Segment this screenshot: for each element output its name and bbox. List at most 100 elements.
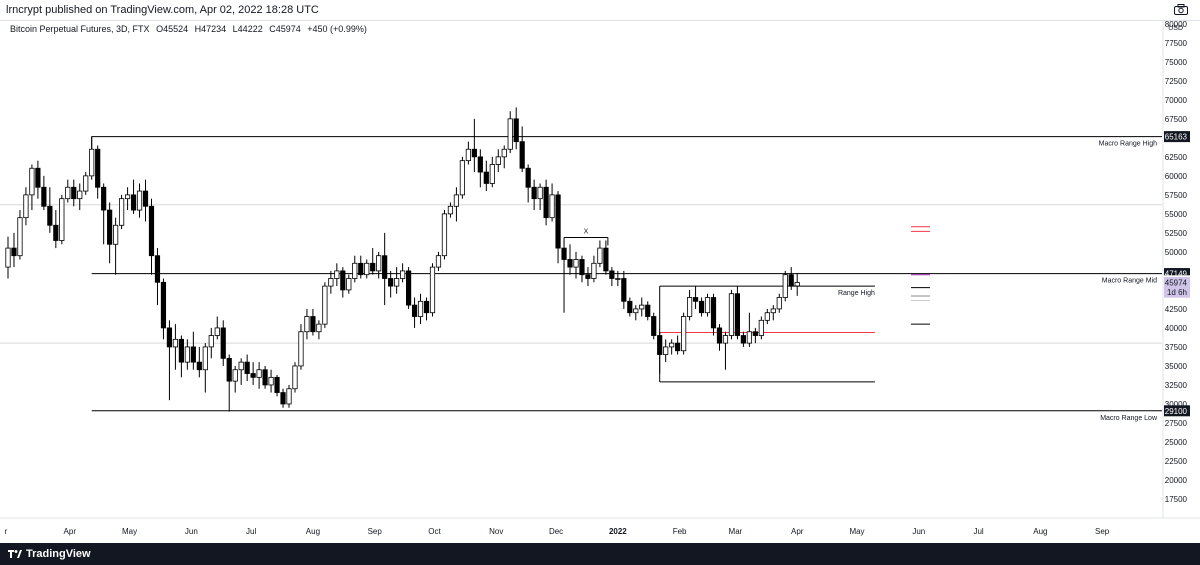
candle-body[interactable] — [573, 259, 579, 268]
candle-body[interactable] — [65, 186, 71, 200]
candle-body[interactable] — [148, 205, 155, 257]
candle-body[interactable] — [728, 293, 735, 336]
candle-body[interactable] — [788, 274, 794, 287]
candle-body[interactable] — [423, 300, 430, 314]
candle-body[interactable] — [770, 308, 776, 314]
candle-body[interactable] — [400, 270, 406, 279]
candle-body[interactable] — [113, 224, 119, 245]
candle-body[interactable] — [5, 247, 11, 268]
candle-body[interactable] — [59, 198, 65, 241]
candle-body[interactable] — [232, 369, 238, 382]
candle-body[interactable] — [95, 148, 101, 188]
candle-body[interactable] — [776, 297, 782, 310]
candle-body[interactable] — [752, 331, 758, 336]
candle-body[interactable] — [621, 278, 627, 302]
candle-body[interactable] — [382, 255, 388, 279]
candle-body[interactable] — [370, 262, 376, 272]
candle-body[interactable] — [543, 186, 549, 219]
candle-body[interactable] — [226, 357, 232, 382]
candle-body[interactable] — [220, 327, 226, 359]
candle-body[interactable] — [83, 175, 89, 192]
candle-body[interactable] — [202, 346, 208, 371]
candle-body[interactable] — [417, 300, 424, 317]
candle-body[interactable] — [495, 156, 501, 165]
candle-body[interactable] — [740, 335, 747, 344]
candle-body[interactable] — [675, 342, 681, 352]
candle-body[interactable] — [394, 278, 400, 287]
candle-body[interactable] — [262, 369, 268, 386]
candle-body[interactable] — [376, 255, 382, 272]
candle-body[interactable] — [710, 297, 717, 329]
candle-body[interactable] — [41, 186, 47, 207]
candle-body[interactable] — [555, 194, 561, 249]
candle-body[interactable] — [477, 156, 483, 173]
candle-body[interactable] — [142, 190, 149, 207]
candle-body[interactable] — [154, 255, 161, 283]
candle-body[interactable] — [238, 361, 244, 371]
candle-body[interactable] — [651, 316, 657, 336]
candle-body[interactable] — [184, 346, 190, 363]
candle-body[interactable] — [615, 278, 621, 280]
candle-body[interactable] — [459, 160, 465, 196]
candle-body[interactable] — [11, 247, 17, 257]
candle-body[interactable] — [196, 361, 202, 371]
candle-body[interactable] — [698, 300, 705, 314]
candle-body[interactable] — [340, 270, 346, 291]
candle-body[interactable] — [597, 247, 603, 264]
candle-body[interactable] — [603, 247, 609, 272]
candle-body[interactable] — [411, 304, 418, 317]
candle-body[interactable] — [172, 338, 179, 348]
candle-body[interactable] — [483, 171, 489, 184]
candle-body[interactable] — [681, 316, 687, 352]
candle-body[interactable] — [441, 213, 448, 257]
candle-body[interactable] — [657, 335, 663, 355]
candle-body[interactable] — [244, 361, 250, 374]
candle-body[interactable] — [471, 148, 477, 158]
candle-body[interactable] — [166, 327, 173, 348]
candle-body[interactable] — [316, 323, 322, 333]
candle-body[interactable] — [160, 281, 167, 329]
candle-body[interactable] — [663, 346, 669, 355]
candle-body[interactable] — [531, 186, 537, 200]
candle-body[interactable] — [704, 297, 711, 314]
candle-body[interactable] — [447, 205, 454, 215]
candle-body[interactable] — [17, 217, 23, 257]
candle-body[interactable] — [591, 262, 597, 279]
candle-body[interactable] — [782, 274, 788, 298]
candle-body[interactable] — [746, 331, 752, 344]
candle-body[interactable] — [567, 259, 573, 268]
candle-body[interactable] — [29, 167, 35, 196]
camera-icon[interactable] — [1174, 4, 1188, 15]
candle-body[interactable] — [429, 266, 436, 314]
candle-body[interactable] — [322, 285, 328, 325]
candle-body[interactable] — [214, 327, 220, 336]
candle-body[interactable] — [716, 327, 723, 344]
candle-body[interactable] — [489, 164, 495, 184]
candle-body[interactable] — [669, 342, 675, 348]
candle-body[interactable] — [513, 118, 519, 143]
candle-body[interactable] — [561, 247, 567, 260]
candle-body[interactable] — [585, 274, 591, 279]
candle-body[interactable] — [639, 304, 645, 310]
candle-body[interactable] — [465, 148, 471, 162]
candle-body[interactable] — [405, 270, 412, 306]
candle-body[interactable] — [627, 300, 633, 314]
candle-body[interactable] — [292, 365, 298, 390]
candle-body[interactable] — [764, 312, 770, 321]
candle-body[interactable] — [101, 186, 107, 211]
candle-body[interactable] — [435, 255, 442, 268]
candle-body[interactable] — [190, 346, 196, 363]
candle-body[interactable] — [130, 194, 137, 211]
candle-body[interactable] — [453, 194, 460, 207]
candle-body[interactable] — [758, 319, 764, 336]
candle-body[interactable] — [507, 118, 513, 150]
candle-body[interactable] — [23, 194, 29, 219]
candle-body[interactable] — [71, 186, 77, 200]
candle-body[interactable] — [364, 262, 370, 276]
candle-body[interactable] — [722, 335, 729, 344]
candle-body[interactable] — [519, 141, 525, 169]
candle-body[interactable] — [501, 148, 507, 158]
candle-body[interactable] — [136, 190, 143, 211]
candle-body[interactable] — [346, 278, 352, 291]
candle-body[interactable] — [328, 278, 334, 287]
